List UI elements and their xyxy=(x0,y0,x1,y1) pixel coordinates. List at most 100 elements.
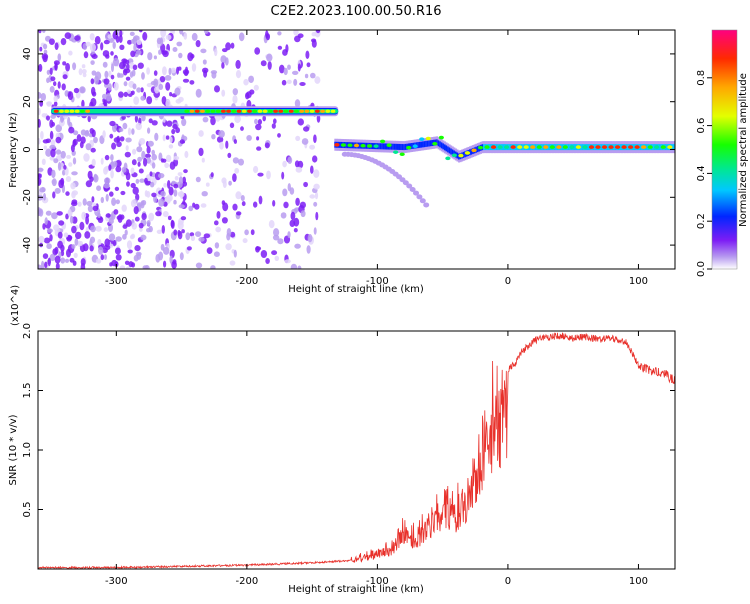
noise-blob xyxy=(108,164,112,171)
top-xtick-label: 100 xyxy=(629,276,648,287)
noise-blob xyxy=(198,237,205,242)
noise-blob xyxy=(137,156,143,162)
noise-blob xyxy=(79,141,84,149)
noise-blob xyxy=(232,95,238,104)
noise-blob xyxy=(43,193,46,201)
noise-blob xyxy=(183,70,189,77)
noise-blob xyxy=(177,220,184,230)
noise-blob xyxy=(272,200,276,207)
main-core xyxy=(469,149,472,156)
noise-blob xyxy=(79,241,83,246)
noise-blob xyxy=(173,183,179,189)
noise-blob xyxy=(188,205,194,212)
noise-blob xyxy=(316,30,321,34)
noise-blob xyxy=(165,82,171,91)
noise-blob xyxy=(44,261,48,268)
noise-blob xyxy=(130,167,135,174)
noise-blob xyxy=(225,42,232,51)
noise-blob xyxy=(131,69,136,77)
noise-blob xyxy=(304,73,309,79)
noise-blob xyxy=(170,67,177,74)
noise-blob xyxy=(114,247,121,255)
noise-blob xyxy=(121,115,126,120)
noise-blob xyxy=(78,68,83,76)
main-core xyxy=(580,144,583,151)
top-ytick-label: 40 xyxy=(22,48,33,61)
noise-blob xyxy=(143,157,148,167)
main-point xyxy=(406,145,412,150)
noise-blob xyxy=(132,83,137,90)
noise-blob xyxy=(91,196,95,203)
noise-blob xyxy=(72,260,77,266)
noise-blob xyxy=(38,208,44,217)
main-core xyxy=(534,144,537,151)
main-point xyxy=(517,145,523,149)
noise-blob xyxy=(159,76,166,83)
main-point xyxy=(497,145,503,149)
branch-point xyxy=(416,194,423,200)
noise-blob xyxy=(94,36,101,45)
noise-blob xyxy=(98,246,104,255)
noise-blob xyxy=(195,176,201,183)
noise-blob xyxy=(161,225,165,234)
noise-blob xyxy=(176,41,183,47)
noise-blob xyxy=(281,171,285,180)
noise-blob xyxy=(46,101,52,107)
noise-blob xyxy=(137,161,141,167)
noise-blob xyxy=(41,158,46,165)
main-core xyxy=(501,144,504,151)
noise-blob xyxy=(38,167,44,172)
noise-blob xyxy=(181,118,187,127)
main-point xyxy=(549,145,555,149)
doppler-point xyxy=(236,109,242,113)
noise-blob xyxy=(285,44,289,53)
noise-blob xyxy=(186,246,192,251)
main-core xyxy=(420,141,423,148)
noise-blob xyxy=(133,96,140,105)
noise-blob xyxy=(53,101,58,107)
noise-blob xyxy=(153,70,158,76)
noise-blob xyxy=(156,229,163,234)
noise-blob xyxy=(148,212,155,222)
main-point xyxy=(340,143,347,147)
noise-blob xyxy=(125,76,131,81)
noise-blob xyxy=(103,182,110,189)
main-core xyxy=(516,144,519,151)
noise-blob xyxy=(46,77,50,84)
noise-blob xyxy=(124,151,131,158)
noise-blob xyxy=(297,160,304,169)
noise-blob xyxy=(44,217,48,226)
spectrogram-xlabel: Height of straight line (km) xyxy=(288,284,424,295)
main-core xyxy=(345,142,348,149)
noise-blob xyxy=(100,196,105,204)
noise-blob xyxy=(227,152,232,158)
noise-blob xyxy=(149,181,155,188)
noise-blob xyxy=(70,182,76,190)
main-core xyxy=(439,141,442,148)
snr-multiplier: (x10^4) xyxy=(10,285,21,326)
noise-blob xyxy=(39,187,46,193)
noise-blob xyxy=(248,75,255,84)
noise-blob xyxy=(68,126,75,134)
noise-blob xyxy=(40,130,44,140)
noise-blob xyxy=(138,168,144,174)
main-point xyxy=(588,145,595,149)
noise-blob xyxy=(158,198,165,207)
noise-blob xyxy=(68,162,73,167)
noise-blob xyxy=(146,220,151,226)
noise-blob xyxy=(47,257,51,267)
noise-blob xyxy=(255,246,260,253)
snr-ytick-label: 1.0 xyxy=(22,442,33,458)
noise-blob xyxy=(62,169,66,176)
noise-blob xyxy=(246,135,252,141)
top-xtick-label: -300 xyxy=(105,276,128,287)
noise-blob xyxy=(277,45,283,50)
main-core xyxy=(390,143,393,150)
main-core xyxy=(404,143,407,150)
figure-title: C2E2.2023.100.00.50.R16 xyxy=(270,4,441,19)
noise-blob xyxy=(167,180,171,189)
main-point xyxy=(399,152,405,157)
noise-blob xyxy=(38,264,42,269)
